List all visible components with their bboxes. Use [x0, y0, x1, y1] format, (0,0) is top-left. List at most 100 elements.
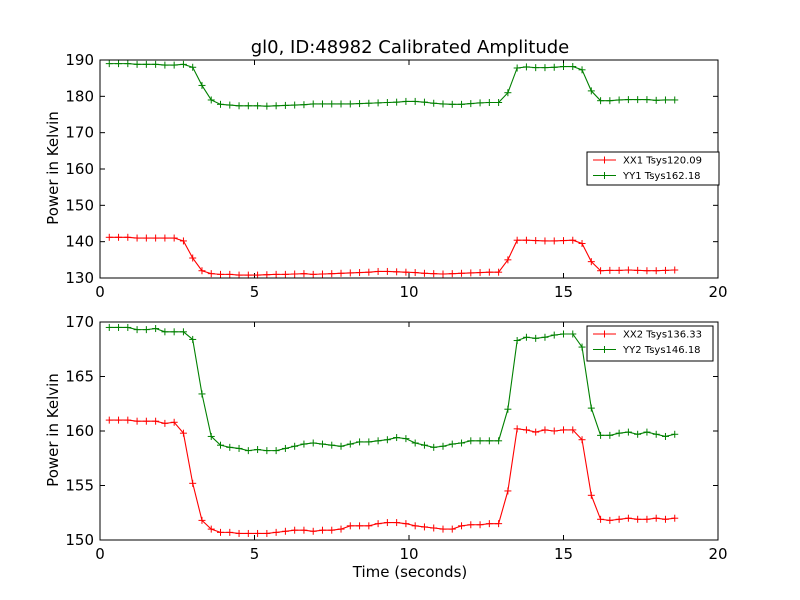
top-series-xx-point	[105, 233, 113, 241]
bottom-series-xx-point	[522, 426, 530, 434]
bottom-series-xx-point	[217, 528, 225, 536]
bottom-series-xx-point	[560, 426, 567, 434]
top-series-yy-point	[318, 100, 326, 108]
bottom-series-xx-point	[467, 521, 475, 529]
top-series-yy-point	[439, 100, 447, 108]
top-series-xx-point	[170, 234, 178, 242]
top-series-xx-point	[624, 266, 632, 274]
top-series-xx-point	[402, 268, 410, 276]
bottom-series-xx-point	[365, 522, 373, 530]
bottom-series-xx-point	[643, 515, 651, 523]
bottom-series-yy-point	[356, 438, 364, 446]
top-series-yy-point	[133, 60, 141, 68]
top-series-yy-point	[587, 87, 595, 95]
bottom-series-xx-point	[578, 436, 586, 444]
bottom-series-xx-point	[597, 515, 605, 523]
top-series-xx-point	[115, 233, 123, 241]
top-y-tick-label: 180	[65, 87, 94, 105]
top-series-xx-point	[513, 236, 521, 244]
top-series-xx-point	[272, 270, 280, 278]
top-series-yy-point	[142, 60, 150, 68]
bottom-series-xx-point	[458, 522, 466, 530]
bottom-legend-label: XX2 Tsys136.33	[623, 330, 702, 341]
top-series-xx-point	[346, 269, 354, 277]
bottom-series-xx-point	[115, 416, 123, 424]
bottom-series-xx-point	[235, 529, 243, 537]
bottom-axes-frame	[99, 321, 719, 541]
bottom-series-yy-point	[318, 440, 326, 448]
bottom-series-yy-line	[109, 326, 675, 452]
top-series-xx-point	[318, 270, 326, 278]
bottom-series-xx-point	[532, 428, 540, 436]
top-series-xx-point	[189, 254, 197, 262]
bottom-series-xx-point	[254, 529, 262, 537]
top-x-tick-label: 10	[399, 283, 418, 301]
bottom-x-tick-label: 20	[708, 545, 727, 563]
bottom-y-axis-label: Power in Kelvin	[44, 373, 62, 487]
bottom-series-xx-point	[383, 519, 391, 527]
bottom-series-xx-point	[513, 425, 521, 433]
bottom-series-yy-point	[448, 440, 456, 448]
top-series-yy-point	[105, 60, 113, 68]
bottom-series-xx-point	[328, 526, 336, 534]
top-series-xx-point	[615, 266, 623, 274]
top-series-yy-point	[411, 97, 419, 105]
top-y-tick-label: 130	[65, 269, 94, 287]
bottom-series-yy-point	[254, 446, 262, 454]
top-series-xx-point	[541, 237, 549, 245]
bottom-x-tick-label: 10	[399, 545, 418, 563]
bottom-series-xx-point	[337, 525, 345, 533]
top-series-xx-point	[309, 270, 317, 278]
top-series-yy-point	[522, 63, 530, 71]
bottom-series-yy-point	[152, 325, 160, 333]
top-series-xx-point	[671, 266, 679, 274]
bottom-series-yy-point	[115, 323, 123, 331]
bottom-series-yy-point	[587, 404, 595, 412]
bottom-series-xx-point	[281, 527, 289, 535]
bottom-series-yy-point	[420, 441, 428, 449]
bottom-series-yy-point	[439, 442, 447, 450]
top-series-xx-point	[661, 266, 669, 274]
top-legend-label: YY1 Tsys162.18	[622, 171, 701, 182]
bottom-series-xx-point	[569, 426, 577, 434]
top-y-tick-label: 190	[65, 51, 94, 69]
bottom-series-xx-point	[448, 525, 456, 533]
bottom-series-xx-line	[109, 419, 675, 535]
bottom-series-xx-point	[142, 417, 150, 425]
bottom-series-yy-point	[522, 333, 530, 341]
top-series-yy-point	[337, 100, 345, 108]
top-series-xx-point	[207, 270, 215, 278]
top-series-yy-line	[109, 63, 675, 107]
bottom-series-xx-point	[402, 520, 410, 528]
bottom-series-yy-point	[124, 323, 132, 331]
bottom-series-yy-point	[328, 441, 336, 449]
top-series-yy-point	[634, 96, 642, 104]
bottom-series-yy-point	[495, 437, 503, 445]
bottom-series-yy-point	[263, 447, 271, 455]
bottom-series-xx-point	[207, 525, 215, 533]
top-series-yy-point	[281, 101, 289, 109]
bottom-series-yy-point	[504, 405, 512, 413]
bottom-series-xx-point	[615, 515, 623, 523]
top-series-yy-point	[346, 100, 354, 108]
top-series-xx-point	[430, 270, 438, 278]
bottom-series-yy-point	[226, 443, 234, 451]
bottom-series-yy-point	[458, 439, 466, 447]
bottom-series-xx-point	[550, 427, 558, 435]
top-legend-box	[586, 151, 720, 186]
bottom-series-xx-point	[300, 526, 308, 534]
top-series-yy-point	[532, 64, 540, 72]
bottom-series-xx-point	[152, 417, 160, 425]
top-series-xx-point	[142, 234, 150, 242]
top-series-yy-point	[189, 63, 197, 71]
bottom-series-xx-point	[179, 429, 187, 437]
bottom-series-yy-point	[624, 428, 632, 436]
bottom-series-xx-point	[411, 522, 419, 530]
bottom-series-xx-point	[124, 416, 132, 424]
top-series-yy-point	[541, 64, 549, 72]
bottom-series-xx-point	[652, 514, 660, 522]
bottom-series-yy-point	[532, 334, 540, 342]
bottom-series-xx-point	[671, 514, 679, 522]
top-series-xx-point	[198, 267, 206, 275]
bottom-series-xx-point	[485, 520, 493, 528]
